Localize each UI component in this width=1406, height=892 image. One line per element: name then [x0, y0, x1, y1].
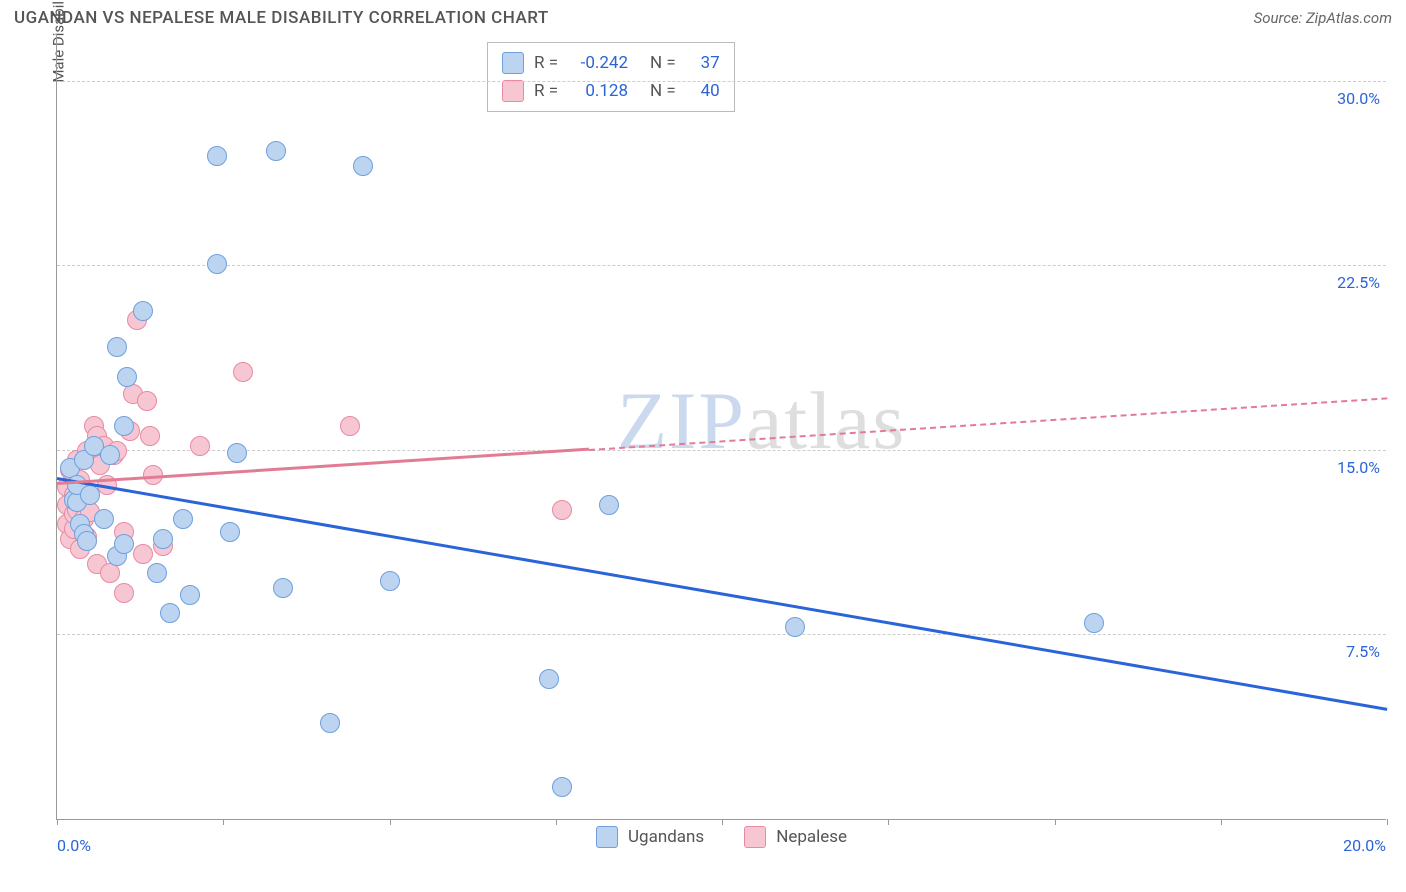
scatter-point-ugandans: [147, 563, 167, 583]
x-tick: [390, 819, 391, 825]
scatter-point-ugandans: [80, 485, 100, 505]
x-tick: [556, 819, 557, 825]
x-tick-label: 20.0%: [1343, 836, 1386, 855]
stats-legend: R = -0.242 N = 37 R = 0.128 N = 40: [487, 42, 735, 112]
y-tick-label: 15.0%: [1337, 458, 1380, 477]
scatter-point-ugandans: [320, 713, 340, 733]
scatter-point-nepalese: [340, 416, 360, 436]
x-tick: [888, 819, 889, 825]
chart-title: UGANDAN VS NEPALESE MALE DISABILITY CORR…: [14, 8, 549, 28]
scatter-point-ugandans: [227, 443, 247, 463]
scatter-point-ugandans: [94, 509, 114, 529]
scatter-point-ugandans: [273, 578, 293, 598]
x-tick-label: 0.0%: [57, 836, 91, 855]
scatter-point-ugandans: [207, 254, 227, 274]
source-credit: Source: ZipAtlas.com: [1254, 9, 1392, 27]
scatter-point-ugandans: [353, 156, 373, 176]
scatter-point-ugandans: [180, 585, 200, 605]
scatter-point-ugandans: [77, 531, 97, 551]
gridline: [57, 450, 1386, 451]
stat-n-label: N =: [650, 81, 676, 101]
scatter-point-ugandans: [785, 617, 805, 637]
gridline: [57, 265, 1386, 266]
scatter-point-ugandans: [100, 445, 120, 465]
x-tick: [1387, 819, 1388, 825]
trend-line: [57, 448, 589, 485]
scatter-point-ugandans: [207, 146, 227, 166]
gridline: [57, 81, 1386, 82]
y-tick-label: 7.5%: [1346, 642, 1380, 661]
trend-line: [589, 397, 1387, 451]
x-tick: [1055, 819, 1056, 825]
stat-n-label: N =: [650, 53, 676, 73]
scatter-point-ugandans: [114, 416, 134, 436]
x-tick: [57, 819, 58, 825]
stat-r-value: -0.242: [568, 53, 628, 73]
scatter-point-ugandans: [160, 603, 180, 623]
scatter-point-nepalese: [137, 391, 157, 411]
scatter-point-ugandans: [133, 301, 153, 321]
stat-r-label: R =: [534, 53, 558, 73]
x-tick: [722, 819, 723, 825]
trend-line: [57, 477, 1388, 711]
stat-n-value: 40: [686, 81, 720, 101]
y-tick-label: 22.5%: [1337, 273, 1380, 292]
y-tick-label: 30.0%: [1337, 89, 1380, 108]
scatter-point-ugandans: [539, 669, 559, 689]
series-legend: Ugandans Nepalese: [596, 826, 847, 848]
legend-label: Ugandans: [628, 827, 704, 847]
plot-area: ZIPatlas R = -0.242 N = 37 R = 0.128 N = 40 7.5…: [56, 34, 1386, 820]
watermark-atlas: atlas: [746, 375, 906, 466]
watermark: ZIPatlas: [617, 374, 906, 468]
watermark-zip: ZIP: [617, 375, 746, 466]
scatter-point-ugandans: [153, 529, 173, 549]
scatter-point-ugandans: [107, 337, 127, 357]
scatter-point-ugandans: [117, 367, 137, 387]
x-tick: [223, 819, 224, 825]
legend-item-ugandans: Ugandans: [596, 826, 704, 848]
scatter-point-nepalese: [100, 563, 120, 583]
scatter-point-ugandans: [552, 777, 572, 797]
stat-r-value: 0.128: [568, 81, 628, 101]
scatter-point-ugandans: [380, 571, 400, 591]
stat-n-value: 37: [686, 53, 720, 73]
scatter-point-nepalese: [140, 426, 160, 446]
scatter-point-nepalese: [133, 544, 153, 564]
scatter-point-nepalese: [190, 436, 210, 456]
stat-r-label: R =: [534, 81, 558, 101]
gridline: [57, 634, 1386, 635]
scatter-point-ugandans: [114, 534, 134, 554]
stats-row-ugandans: R = -0.242 N = 37: [502, 49, 720, 77]
legend-label: Nepalese: [776, 827, 847, 847]
swatch-icon: [596, 826, 618, 848]
legend-item-nepalese: Nepalese: [744, 826, 847, 848]
scatter-point-ugandans: [266, 141, 286, 161]
scatter-point-nepalese: [552, 500, 572, 520]
scatter-point-nepalese: [114, 583, 134, 603]
scatter-point-ugandans: [599, 495, 619, 515]
scatter-point-ugandans: [1084, 613, 1104, 633]
swatch-icon: [744, 826, 766, 848]
x-tick: [1221, 819, 1222, 825]
swatch-icon: [502, 52, 524, 74]
scatter-point-ugandans: [173, 509, 193, 529]
scatter-point-ugandans: [220, 522, 240, 542]
swatch-icon: [502, 80, 524, 102]
scatter-point-nepalese: [233, 362, 253, 382]
